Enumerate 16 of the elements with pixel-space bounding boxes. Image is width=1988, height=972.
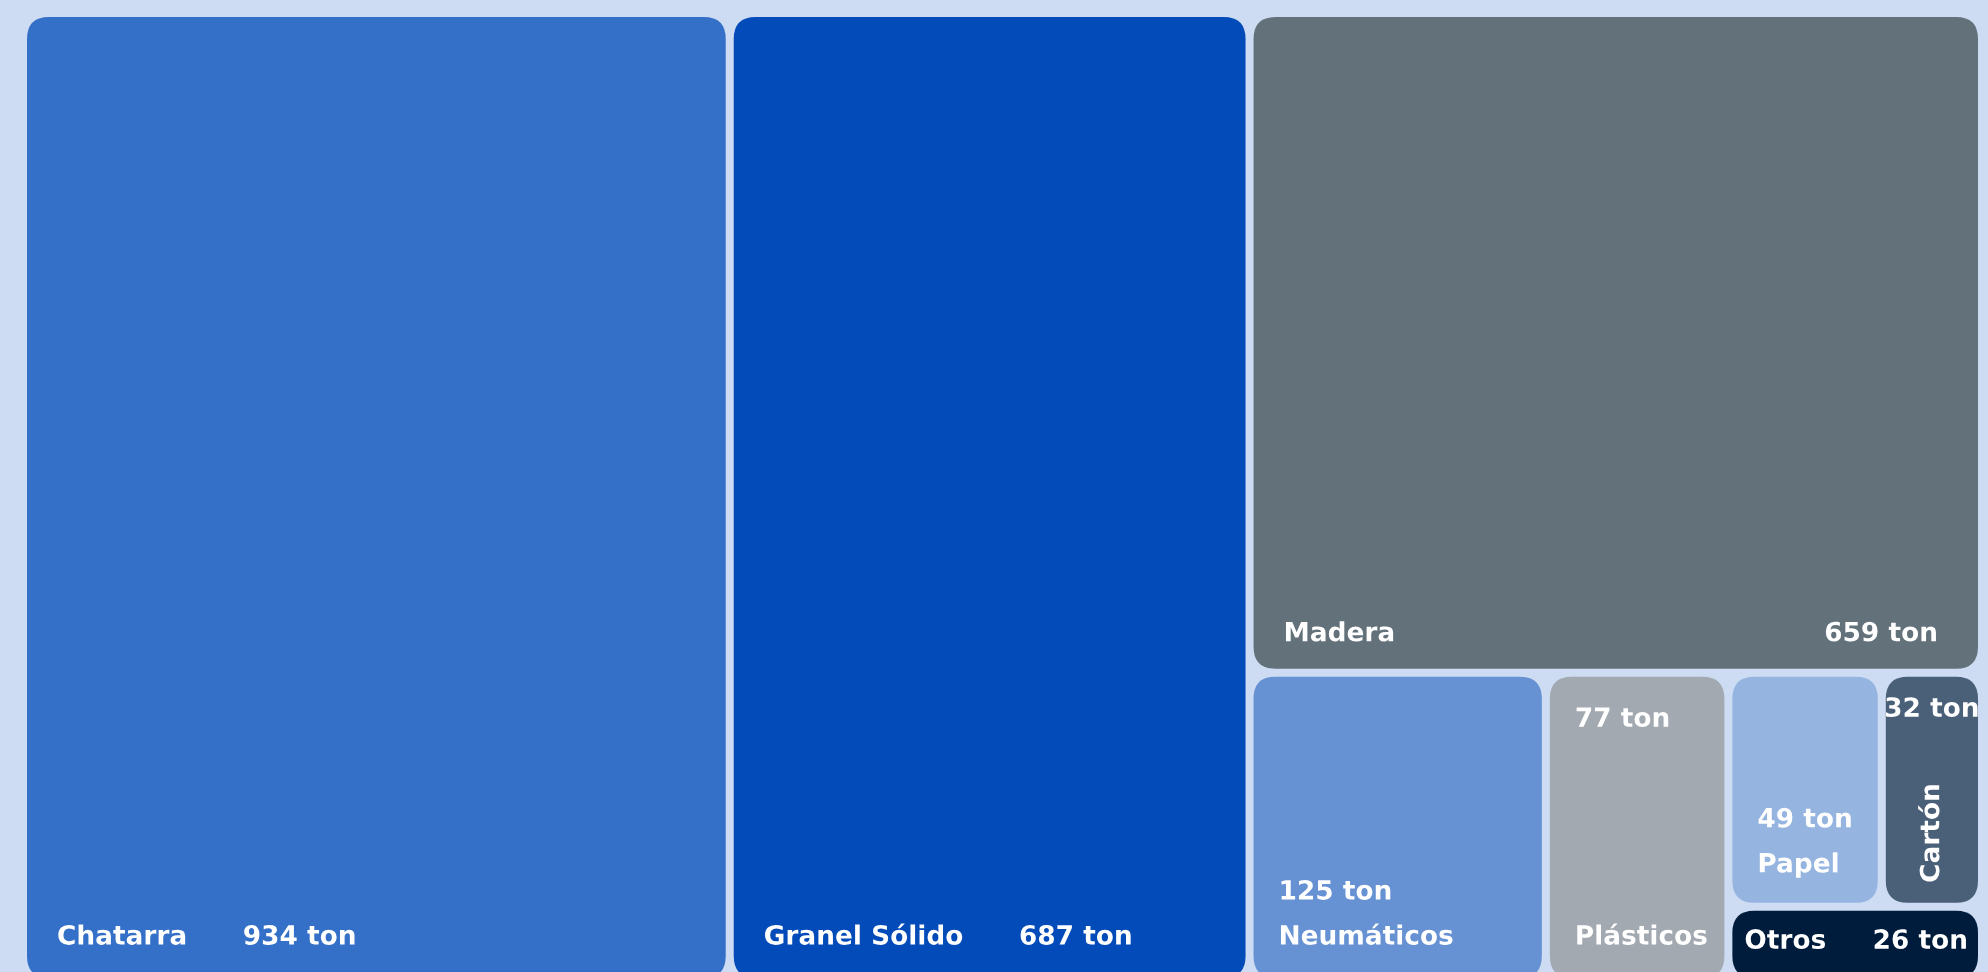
category-label: Cartón [1918, 785, 1940, 882]
data-label: 32 ton [1885, 697, 1978, 718]
data-label: 934 ton [244, 924, 355, 945]
category-label: Otros [1745, 929, 1826, 950]
data-label: 26 ton [1874, 929, 1966, 950]
category-label: Madera [1285, 621, 1394, 642]
category-label: Chatarra [58, 924, 186, 945]
data-label: 687 ton [1020, 924, 1131, 945]
category-label: Granel Sólido [765, 923, 963, 945]
data-label: 659 ton [1825, 621, 1936, 642]
data-label: 49 ton [1758, 807, 1851, 828]
category-label: Neumáticos [1280, 923, 1453, 945]
data-label: 125 ton [1281, 879, 1391, 900]
category-label: Papel [1759, 852, 1838, 878]
data-label: 77 ton [1576, 707, 1669, 728]
category-label: Plásticos [1577, 923, 1707, 945]
